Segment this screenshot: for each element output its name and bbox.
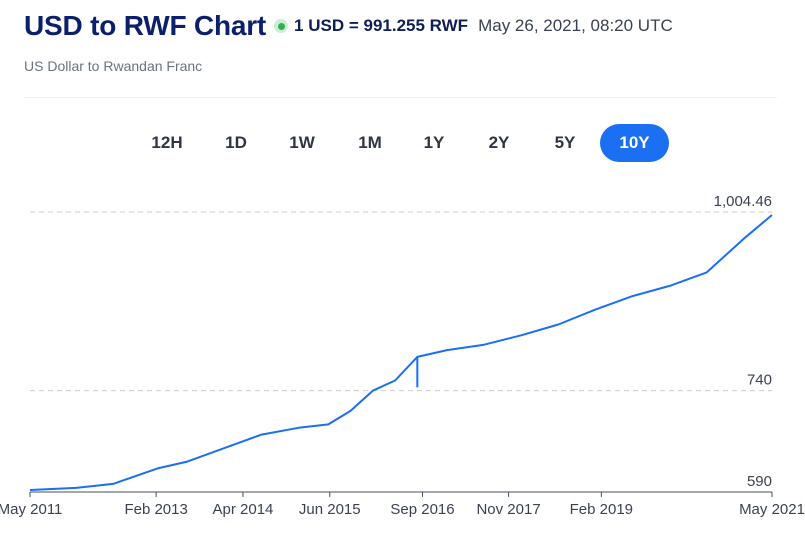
range-button-2y[interactable]: 2Y xyxy=(479,124,519,162)
series-line xyxy=(29,214,773,491)
range-button-1y[interactable]: 1Y xyxy=(415,124,453,162)
current-rate: 1 USD = 991.255 RWF xyxy=(294,16,469,35)
y-tick-label: 740 xyxy=(747,372,772,389)
x-tick-label: Sep 2016 xyxy=(390,501,454,518)
page-title: USD to RWF Chart xyxy=(24,10,267,41)
range-button-1w[interactable]: 1W xyxy=(282,124,322,162)
page-subtitle: US Dollar to Rwandan Franc xyxy=(24,58,203,74)
chart-line-layer xyxy=(29,214,773,491)
x-tick-label: Jun 2015 xyxy=(299,501,361,518)
x-tick-label: Apr 2014 xyxy=(213,501,274,518)
x-tick-label: May 2021 xyxy=(739,501,805,518)
y-axis-labels: 1,004.46 740 590 xyxy=(714,193,772,490)
x-tick-label: Feb 2019 xyxy=(570,501,633,518)
live-status-dot-icon xyxy=(274,19,289,33)
header-divider xyxy=(24,97,777,98)
range-button-1d[interactable]: 1D xyxy=(216,124,256,162)
y-tick-label: 1,004.46 xyxy=(714,193,772,210)
range-button-5y[interactable]: 5Y xyxy=(545,124,585,162)
range-button-12h[interactable]: 12H xyxy=(146,124,188,162)
x-tick-label: Feb 2013 xyxy=(124,501,187,518)
title-row: USD to RWF Chart 1 USD = 991.255 RWF May… xyxy=(24,6,673,46)
x-axis-labels: May 2011 Feb 2013 Apr 2014 Jun 2015 Sep 2016… xyxy=(0,501,805,518)
range-button-10y[interactable]: 10Y xyxy=(600,124,669,162)
time-range-selector: 12H 1D 1W 1M 1Y 2Y 5Y 10Y xyxy=(0,124,805,162)
range-button-1m[interactable]: 1M xyxy=(350,124,390,162)
exchange-rate-chart[interactable]: 1,004.46 740 590 May 2011 Feb 2013 Apr 2014 J… xyxy=(0,180,805,549)
x-axis xyxy=(29,491,773,497)
y-tick-label: 590 xyxy=(747,473,772,490)
x-tick-label: Nov 2017 xyxy=(476,501,540,518)
chart-gridlines xyxy=(30,211,772,392)
x-tick-label: May 2011 xyxy=(0,501,62,518)
rate-timestamp: May 26, 2021, 08:20 UTC xyxy=(478,16,673,35)
